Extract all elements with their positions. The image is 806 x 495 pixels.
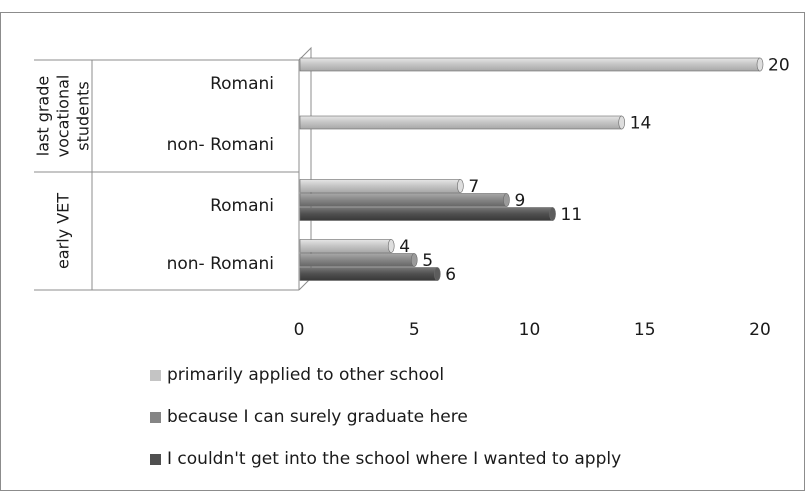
x-axis-ticks: 0 5 10 15 20 [294,320,771,340]
legend-swatch [150,453,161,465]
legend-swatch [150,369,161,381]
bar-cap [756,57,764,72]
bars: 20 14 7 9 11 456 [299,56,790,285]
data-label: 7 [468,177,479,197]
bar [299,253,415,267]
bar [299,239,392,253]
bar-cap [410,253,418,267]
data-label: 9 [514,191,525,211]
group-label: students [74,81,93,151]
bar-cap [457,179,464,193]
x-tick-label: 5 [409,320,420,340]
bar [299,179,461,193]
data-label: 5 [422,251,433,271]
legend-label: because I can surely graduate here [167,407,468,427]
bar [299,57,761,72]
bar-cap [618,115,626,130]
x-tick-label: 15 [634,320,656,340]
data-label: 20 [768,56,790,76]
data-label: 4 [399,237,410,257]
legend-item: I couldn't get into the school where I w… [150,448,621,470]
category-labels: last grade vocational students early VET Rom… [34,74,275,274]
category-label: non- Romani [167,254,274,274]
data-label: 14 [630,114,652,134]
group-label: vocational [54,75,73,158]
legend-label: primarily applied to other school [167,365,445,385]
group-label: last grade [34,76,53,156]
bar-cap [549,207,556,221]
legend-item: because I can surely graduate here [150,406,468,428]
bar [299,193,507,207]
legend-item: primarily applied to other school [150,364,444,386]
legend-label: I couldn't get into the school where I w… [167,449,622,469]
x-tick-label: 20 [749,320,771,340]
x-tick-label: 0 [294,320,305,340]
axis-wall [298,46,312,291]
category-label: non- Romani [167,135,274,155]
x-tick-label: 10 [519,320,541,340]
bar-cap [503,193,510,207]
group-label: early VET [54,193,73,269]
category-label: Romani [210,74,274,94]
category-label: Romani [210,196,274,216]
bar [299,267,438,281]
bar-cap [433,267,441,281]
axis-frame [34,46,312,291]
legend-swatch [150,411,161,423]
data-label: 6 [445,265,456,285]
bar-cap [387,239,395,253]
bar [299,115,623,130]
data-label: 11 [561,205,583,225]
bar [299,207,553,221]
